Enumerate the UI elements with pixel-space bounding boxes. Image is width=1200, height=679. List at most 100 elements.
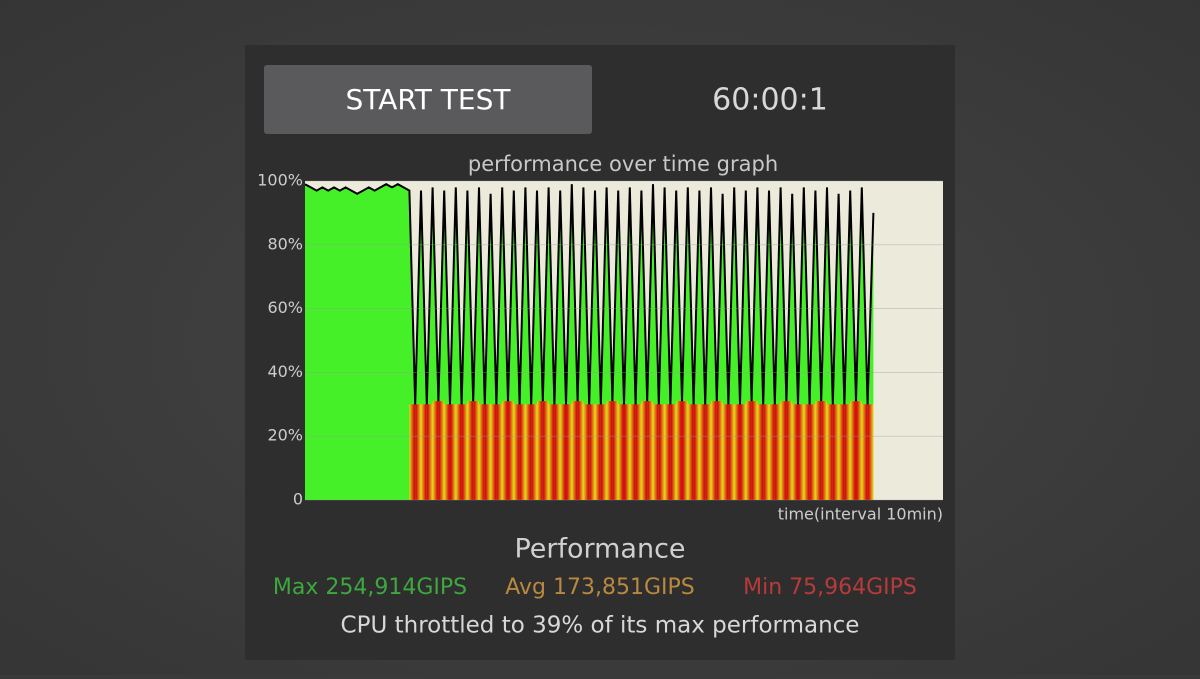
throttle-band <box>687 404 694 500</box>
performance-title: Performance <box>514 534 685 565</box>
throttle-band <box>693 404 700 500</box>
throttle-band <box>827 404 833 500</box>
throttle-band <box>745 401 752 500</box>
throttle-band <box>455 404 462 500</box>
min-stat: Min 75,964GIPS <box>743 575 917 600</box>
throttle-band <box>612 401 619 500</box>
throttle-band <box>809 404 816 500</box>
throttle-band <box>548 404 555 500</box>
throttle-band <box>815 401 822 500</box>
throttle-band <box>682 401 688 500</box>
throttle-band <box>856 401 862 500</box>
start-button[interactable] <box>264 65 592 134</box>
throttle-band <box>763 404 769 500</box>
y-tick-label: 80% <box>267 234 303 253</box>
throttle-band <box>647 401 653 500</box>
throttle-band <box>525 404 532 500</box>
throttle-band <box>554 404 561 500</box>
y-tick-label: 60% <box>267 298 303 317</box>
throttle-band <box>641 401 648 500</box>
throttle-band <box>467 401 474 500</box>
throttle-band <box>705 404 711 500</box>
performance-line <box>304 183 875 405</box>
throttle-band <box>531 404 537 500</box>
throttle-band <box>821 401 827 500</box>
throttle-band <box>519 404 526 500</box>
throttle-band <box>513 404 520 500</box>
throttle-band <box>409 404 416 500</box>
throttle-band <box>832 404 839 500</box>
throttle-band <box>734 404 740 500</box>
throttle-band <box>728 404 735 500</box>
throttle-band <box>589 404 595 500</box>
throttle-band <box>769 404 775 500</box>
throttle-band <box>606 401 613 500</box>
avg-stat: Avg 173,851GIPS <box>505 575 694 600</box>
throttle-band <box>432 401 439 500</box>
throttle-band <box>798 404 804 500</box>
throttle-band <box>676 401 682 500</box>
summary: CPU throttled to 39% of its max performa… <box>341 613 860 639</box>
throttle-band <box>577 401 584 500</box>
throttle-band <box>844 404 851 500</box>
throttle-band <box>803 404 810 500</box>
throttle-band <box>774 404 781 500</box>
throttle-band <box>421 404 427 500</box>
throttle-band <box>566 404 572 500</box>
throttle-band <box>757 404 764 500</box>
throttle-band <box>542 401 549 500</box>
throttle-band <box>861 404 868 500</box>
throttle-band <box>635 404 642 500</box>
throttle-band <box>502 401 508 500</box>
throttle-band <box>838 404 845 500</box>
throttle-band <box>426 404 433 500</box>
throttle-band <box>496 404 503 500</box>
throttle-band <box>658 404 665 500</box>
y-tick-label: 40% <box>267 362 303 381</box>
throttle-band <box>711 401 717 500</box>
throttle-band <box>722 404 729 500</box>
start-button-label[interactable]: START TEST <box>346 83 512 116</box>
throttle-band <box>618 404 624 500</box>
throttle-band <box>624 404 630 500</box>
throttle-band <box>571 401 578 500</box>
throttle-band <box>490 404 497 500</box>
throttle-band <box>508 401 514 500</box>
throttle-band <box>751 401 758 500</box>
throttle-band <box>792 404 798 500</box>
throttle-band <box>444 404 450 500</box>
throttle-band <box>600 404 607 500</box>
throttle-band <box>664 404 671 500</box>
throttle-band <box>850 401 856 500</box>
throttle-band <box>653 404 659 500</box>
throttle-band <box>740 404 746 500</box>
y-tick-label: 100% <box>257 171 303 190</box>
throttle-band <box>595 404 601 500</box>
throttle-band <box>537 401 543 500</box>
throttle-band <box>699 404 706 500</box>
throttle-band <box>461 404 468 500</box>
throttle-band <box>716 401 723 500</box>
throttle-band <box>867 404 874 500</box>
throttle-band <box>629 404 636 500</box>
throttle-band <box>479 404 485 500</box>
y-tick-label: 0 <box>293 490 303 509</box>
throttle-band <box>450 404 456 500</box>
throttle-band <box>583 404 590 500</box>
throttle-band <box>473 401 479 500</box>
throttle-band <box>415 404 421 500</box>
timer: 60:00:1 <box>712 83 828 118</box>
x-axis-label: time(interval 10min) <box>778 505 943 524</box>
throttle-band <box>786 401 793 500</box>
throttle-band <box>560 404 566 500</box>
chart-title: performance over time graph <box>468 152 778 176</box>
throttle-band <box>670 404 677 500</box>
plot <box>304 180 943 501</box>
throttle-band <box>438 401 445 500</box>
throttle-band <box>484 404 491 500</box>
y-tick-label: 20% <box>267 426 303 445</box>
throttle-band <box>780 401 787 500</box>
max-stat: Max 254,914GIPS <box>273 575 467 600</box>
